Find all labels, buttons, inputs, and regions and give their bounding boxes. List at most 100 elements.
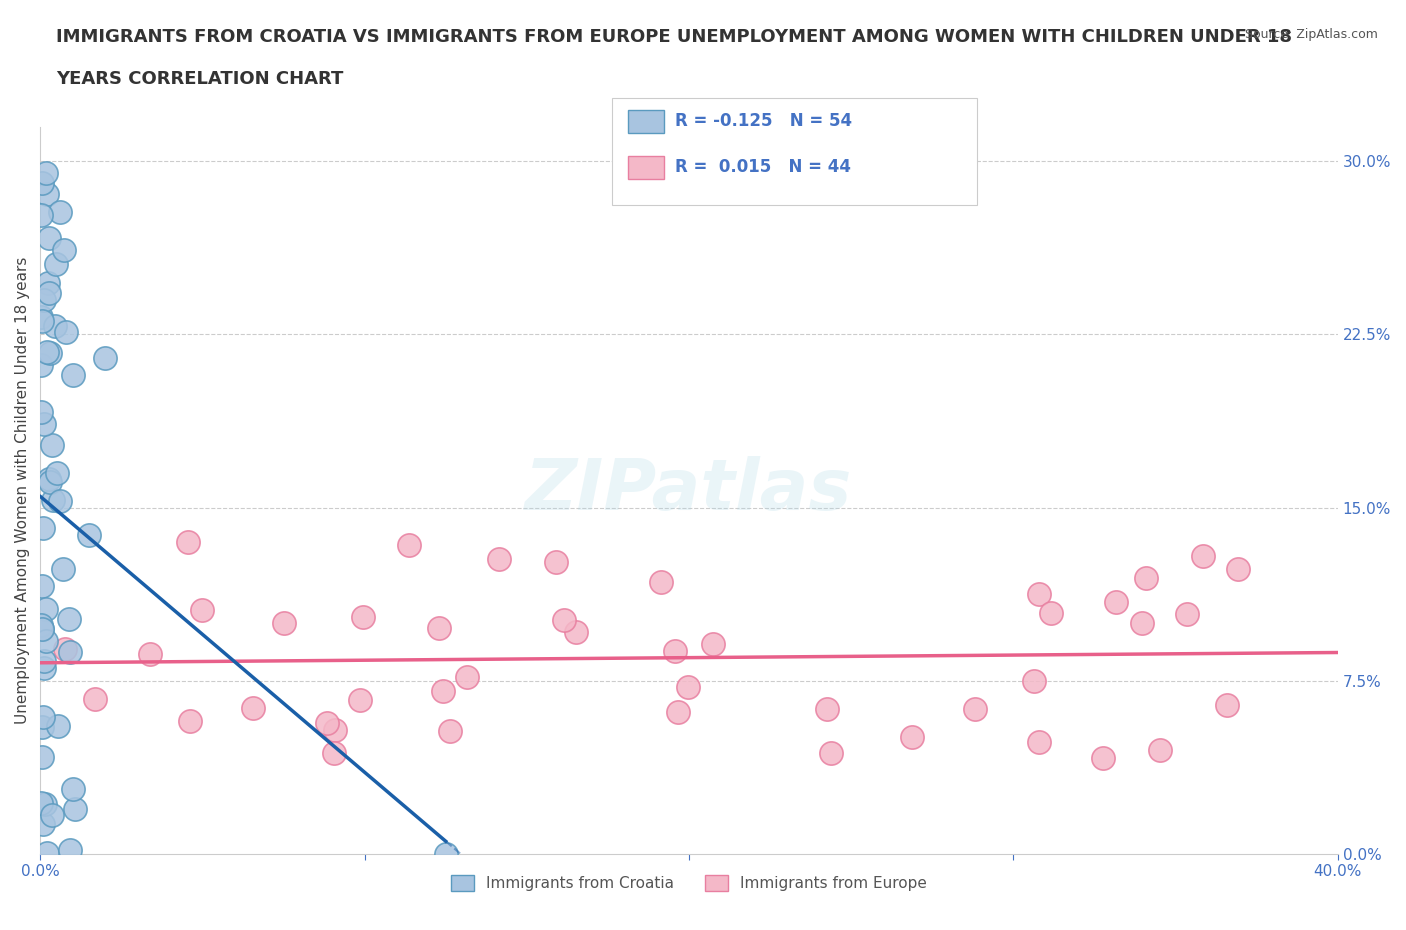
Point — [58, 612, 80, 627]
Point — [59, 843, 82, 857]
Point — [352, 609, 374, 624]
Point — [41, 438, 63, 453]
Point — [315, 716, 337, 731]
Point — [38, 475, 60, 490]
Point — [38, 472, 60, 487]
Point — [177, 535, 200, 550]
Point — [427, 620, 450, 635]
Point — [1028, 735, 1050, 750]
Point — [1092, 751, 1115, 765]
Point — [702, 637, 724, 652]
Text: R = -0.125   N = 54: R = -0.125 N = 54 — [675, 112, 852, 130]
Point — [191, 603, 214, 618]
Point — [35, 186, 58, 201]
Point — [45, 257, 67, 272]
Text: ZIPatlas: ZIPatlas — [526, 456, 852, 525]
Point — [53, 642, 76, 657]
Point — [31, 313, 53, 328]
Point — [900, 729, 922, 744]
Point — [35, 344, 58, 359]
Text: YEARS CORRELATION CHART: YEARS CORRELATION CHART — [56, 70, 343, 87]
Point — [666, 704, 689, 719]
Point — [815, 702, 838, 717]
Point — [544, 555, 567, 570]
Point — [38, 286, 60, 300]
Point — [31, 719, 53, 734]
Point — [31, 622, 53, 637]
Point — [488, 551, 510, 566]
Point — [432, 684, 454, 698]
Text: Source: ZipAtlas.com: Source: ZipAtlas.com — [1244, 28, 1378, 41]
Point — [37, 846, 59, 861]
Point — [31, 578, 53, 593]
Point — [44, 319, 66, 334]
Point — [32, 292, 55, 307]
Point — [31, 817, 53, 831]
Point — [38, 231, 60, 246]
Point — [77, 527, 100, 542]
Point — [1022, 673, 1045, 688]
Point — [32, 521, 55, 536]
Point — [456, 670, 478, 684]
Point — [434, 846, 457, 861]
Point — [30, 208, 52, 223]
Point — [42, 492, 65, 507]
Point — [179, 713, 201, 728]
Point — [35, 633, 58, 648]
Point — [1040, 605, 1063, 620]
Point — [323, 723, 346, 737]
Point — [1149, 743, 1171, 758]
Point — [664, 644, 686, 658]
Legend: Immigrants from Croatia, Immigrants from Europe: Immigrants from Croatia, Immigrants from… — [446, 869, 934, 897]
Point — [273, 616, 295, 631]
Point — [32, 417, 55, 432]
Point — [1216, 698, 1239, 712]
Point — [45, 465, 67, 480]
Point — [52, 243, 75, 258]
Point — [41, 808, 63, 823]
Point — [139, 646, 162, 661]
Point — [398, 538, 420, 552]
Point — [30, 310, 52, 325]
Point — [59, 644, 82, 659]
Point — [32, 660, 55, 675]
Point — [35, 602, 58, 617]
Point — [31, 622, 53, 637]
Text: R =  0.015   N = 44: R = 0.015 N = 44 — [675, 158, 851, 177]
Point — [94, 351, 117, 365]
Point — [1175, 606, 1198, 621]
Point — [820, 746, 842, 761]
Point — [650, 575, 672, 590]
Point — [30, 795, 52, 810]
Point — [676, 679, 699, 694]
Point — [349, 693, 371, 708]
Point — [83, 692, 105, 707]
Point — [30, 618, 52, 632]
Point — [49, 205, 72, 219]
Point — [32, 654, 55, 669]
Point — [62, 368, 84, 383]
Point — [49, 494, 72, 509]
Point — [31, 750, 53, 764]
Point — [46, 719, 69, 734]
Point — [322, 745, 344, 760]
Point — [35, 166, 58, 180]
Point — [31, 176, 53, 191]
Point — [38, 346, 60, 361]
Point — [1105, 594, 1128, 609]
Point — [30, 357, 52, 372]
Point — [34, 797, 56, 812]
Point — [52, 561, 75, 576]
Text: IMMIGRANTS FROM CROATIA VS IMMIGRANTS FROM EUROPE UNEMPLOYMENT AMONG WOMEN WITH : IMMIGRANTS FROM CROATIA VS IMMIGRANTS FR… — [56, 28, 1292, 46]
Point — [565, 625, 588, 640]
Point — [55, 325, 77, 339]
Point — [1192, 549, 1215, 564]
Point — [62, 782, 84, 797]
Point — [30, 405, 52, 419]
Point — [965, 701, 987, 716]
Point — [1028, 587, 1050, 602]
Point — [63, 802, 86, 817]
Point — [242, 701, 264, 716]
Point — [1135, 571, 1157, 586]
Y-axis label: Unemployment Among Women with Children Under 18 years: Unemployment Among Women with Children U… — [15, 257, 30, 724]
